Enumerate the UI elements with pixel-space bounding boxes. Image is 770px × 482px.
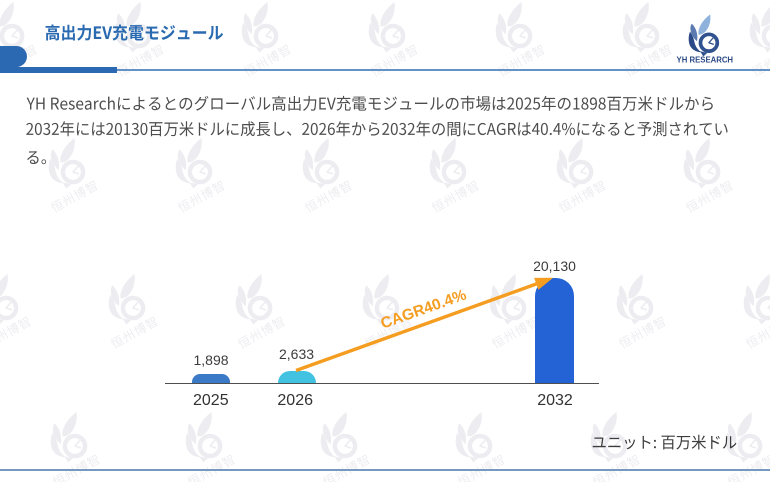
svg-text:YH RESEARCH: YH RESEARCH	[677, 55, 734, 65]
